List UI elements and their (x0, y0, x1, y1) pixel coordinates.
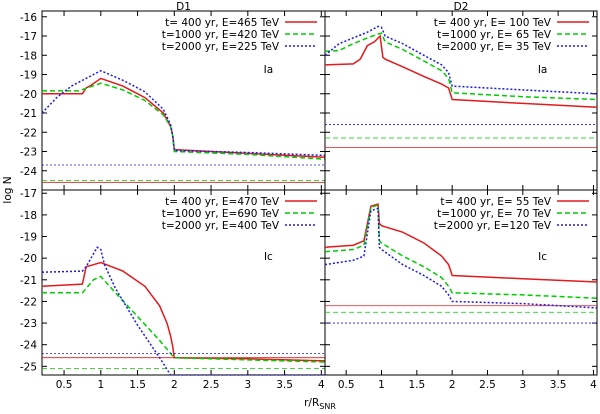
x-tick-label: 1.5 (129, 379, 146, 391)
data-area (325, 25, 597, 149)
series-line (42, 246, 325, 375)
y-tick-label: -24 (20, 340, 37, 352)
legend-entry: t=1000 yr, E=690 TeV (162, 208, 280, 220)
series-line (42, 82, 325, 160)
y-tick-label: -25 (20, 361, 37, 373)
series-line (325, 25, 597, 95)
legend-entry: t= 400 yr, E=470 TeV (165, 196, 280, 208)
x-tick-label: 2 (449, 379, 456, 391)
legend-entry: t=1000 yr, E=420 TeV (162, 29, 280, 41)
panel-annotation: Ic (538, 251, 547, 263)
x-tick-label: 4 (590, 379, 597, 391)
legend-entry: t=2000 yr, E=120 TeV (434, 220, 552, 232)
x-tick-label: 3 (519, 379, 526, 391)
x-tick-label: 2.5 (203, 379, 220, 391)
x-axis-label: r/RSNR (304, 397, 336, 411)
x-tick-label: 0.5 (338, 379, 355, 391)
x-tick-label: 3.5 (276, 379, 293, 391)
series-line (42, 77, 325, 159)
panel-annotation: Ic (264, 251, 273, 263)
y-tick-label: -18 (20, 210, 37, 222)
x-axis-label-subscript: SNR (319, 402, 336, 411)
y-tick-label: -22 (20, 127, 37, 139)
x-tick-label: 1 (378, 379, 385, 391)
y-tick-label: -19 (20, 70, 37, 82)
panel-title: D1 (176, 1, 191, 13)
y-tick-label: -18 (20, 50, 37, 62)
legend-entry: t=1000 yr, E= 70 TeV (437, 208, 552, 220)
y-tick-label: -16 (20, 12, 37, 24)
series-line (325, 34, 597, 108)
series-line (325, 207, 597, 309)
panel-3: -17 -18 -19 -20 -21 -22 -23 -24 -25 0.5 1 1.5 2 2.5 3 3… (20, 188, 326, 391)
x-tick-label: 3 (244, 379, 251, 391)
data-area (42, 69, 325, 183)
series-line (42, 69, 325, 157)
x-tick-label: 1 (97, 379, 104, 391)
legend-entry: t=1000 yr, E= 65 TeV (437, 29, 552, 41)
series-line (325, 32, 597, 101)
y-tick-label: -23 (20, 147, 37, 159)
y-tick-label: -20 (20, 253, 37, 265)
x-tick-label: 3.5 (550, 379, 567, 391)
y-tick-label: -20 (20, 89, 37, 101)
x-axis-label-main: r/R (304, 397, 319, 409)
x-tick-label: 1.5 (408, 379, 425, 391)
panel-annotation: Ia (264, 64, 274, 76)
series-line (42, 275, 325, 363)
legend-entry: t= 400 yr, E= 55 TeV (440, 196, 551, 208)
panel-annotation: Ia (538, 64, 548, 76)
y-tick-label: -17 (20, 31, 37, 43)
x-tick-label: 0.5 (56, 379, 73, 391)
legend-entry: t= 400 yr, E= 100 TeV (434, 17, 552, 29)
y-tick-label: -19 (20, 232, 37, 244)
legend-entry: t=2000 yr, E=225 TeV (162, 41, 280, 53)
x-tick-label: 2 (171, 379, 178, 391)
x-tick-label: 2.5 (479, 379, 496, 391)
y-tick-label: -22 (20, 296, 37, 308)
series-line (42, 261, 325, 362)
x-tick-label: 4 (318, 379, 325, 391)
panel-frame (324, 189, 598, 376)
y-tick-label: -21 (20, 275, 37, 287)
panel-1: -16 -17 -18 -19 -20 -21 -22 -23 -24 D1 Ia t= 400 yr… (20, 1, 326, 191)
data-area (325, 203, 597, 324)
y-axis-label: log N (2, 176, 14, 203)
series-line (325, 204, 597, 299)
y-tick-label: -17 (20, 188, 37, 200)
y-tick-label: -23 (20, 318, 37, 330)
legend-entry: t=2000 yr, E=400 TeV (162, 220, 280, 232)
y-tick-label: -21 (20, 108, 37, 120)
panel-title: D2 (454, 1, 469, 13)
data-area (42, 246, 325, 375)
legend-entry: t=2000 yr, E= 35 TeV (437, 41, 552, 53)
y-tick-label: -24 (20, 166, 37, 178)
legend-entry: t= 400 yr, E=465 TeV (165, 17, 280, 29)
